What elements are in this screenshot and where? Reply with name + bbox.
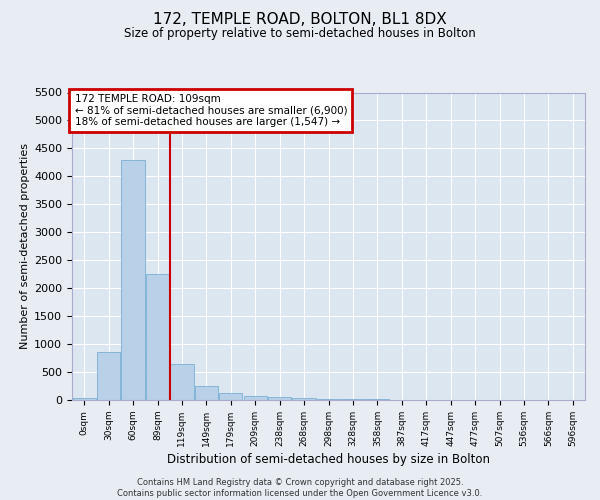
Bar (73, 398, 96, 400)
Bar (170, 364, 194, 400)
X-axis label: Distribution of semi-detached houses by size in Bolton: Distribution of semi-detached houses by … (167, 453, 490, 466)
Bar (292, 398, 316, 400)
Bar (121, 160, 145, 400)
Y-axis label: Number of semi-detached properties: Number of semi-detached properties (20, 143, 30, 349)
Text: 172, TEMPLE ROAD, BOLTON, BL1 8DX: 172, TEMPLE ROAD, BOLTON, BL1 8DX (153, 12, 447, 28)
Text: Contains HM Land Registry data © Crown copyright and database right 2025.
Contai: Contains HM Land Registry data © Crown c… (118, 478, 482, 498)
Bar (219, 394, 242, 400)
Bar (97, 352, 120, 400)
Text: 172 TEMPLE ROAD: 109sqm
← 81% of semi-detached houses are smaller (6,900)
18% of: 172 TEMPLE ROAD: 109sqm ← 81% of semi-de… (74, 94, 347, 127)
Bar (341, 399, 365, 400)
Bar (317, 399, 340, 400)
Text: Size of property relative to semi-detached houses in Bolton: Size of property relative to semi-detach… (124, 28, 476, 40)
Bar (244, 396, 267, 400)
Bar (195, 386, 218, 400)
Bar (146, 274, 169, 400)
Bar (268, 396, 291, 400)
